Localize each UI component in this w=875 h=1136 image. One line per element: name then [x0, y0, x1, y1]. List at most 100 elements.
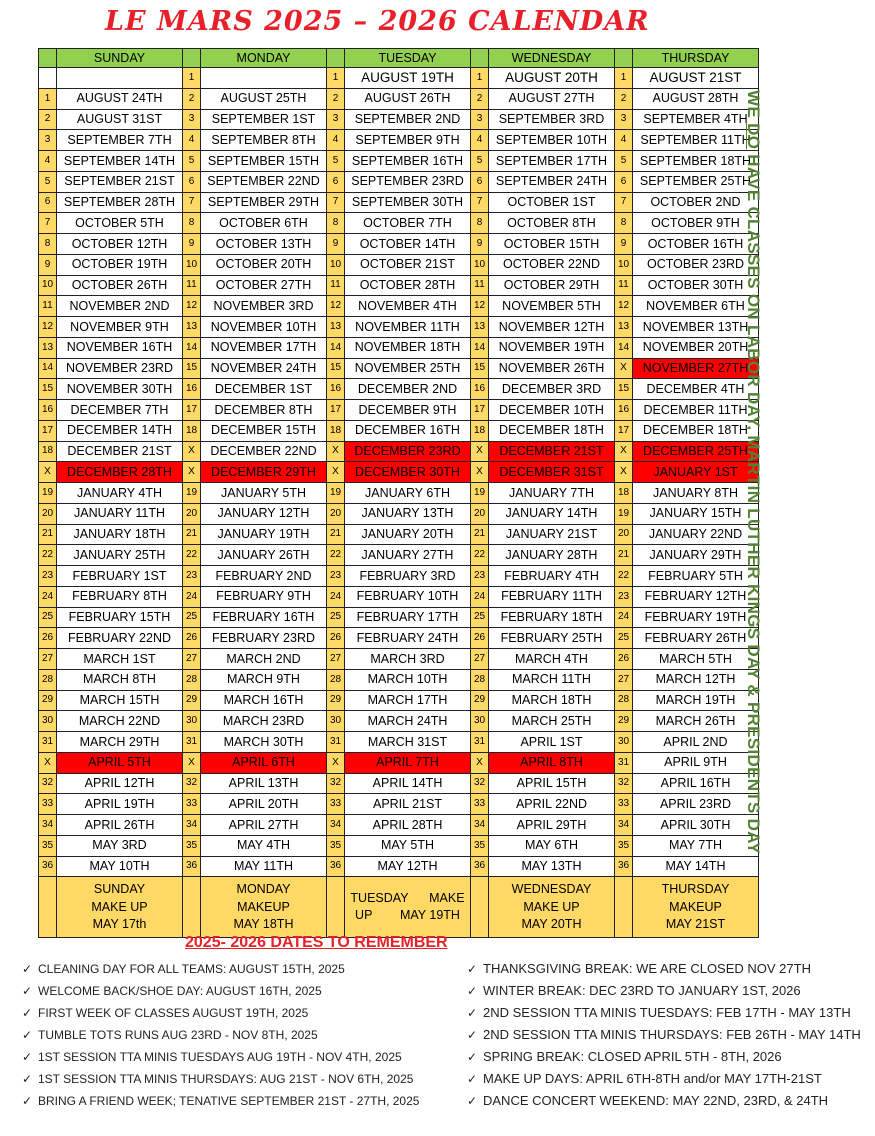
calendar-row: 6 SEPTEMBER 28TH 7 SEPTEMBER 29TH 7 SEPTEMBER… — [38, 191, 759, 214]
session-number: 13 — [326, 316, 345, 338]
session-number: 3 — [38, 129, 57, 151]
day-header-spacer — [614, 48, 633, 68]
date-cell: AUGUST 20TH — [488, 67, 615, 89]
day-header-spacer — [182, 48, 201, 68]
date-cell: OCTOBER 21ST — [344, 253, 471, 276]
reminder-item: ✓ WINTER BREAK: DEC 23RD TO JANUARY 1ST, … — [467, 980, 861, 1002]
session-number: 12 — [38, 316, 57, 338]
session-number: 26 — [38, 627, 57, 649]
session-number: 20 — [38, 502, 57, 525]
date-cell: FEBRUARY 15TH — [56, 606, 183, 629]
calendar-row: 35 MAY 3RD 35 MAY 4TH 35 MAY 5TH 35 MAY 6TH 35 MA… — [38, 834, 759, 857]
calendar-row: 16 DECEMBER 7TH 17 DECEMBER 8TH 17 DECEMBER 9… — [38, 399, 759, 421]
date-cell: DECEMBER 1ST — [200, 378, 327, 400]
session-number: 10 — [614, 253, 633, 276]
session-number: 1 — [470, 67, 489, 89]
date-cell: FEBRUARY 1ST — [56, 565, 183, 587]
day-header-monday: MONDAY — [200, 48, 327, 68]
session-number: 3 — [326, 108, 345, 131]
session-number: 11 — [614, 274, 633, 297]
session-number: 18 — [182, 419, 201, 442]
session-number: 34 — [182, 814, 201, 836]
date-cell: APRIL 12TH — [56, 772, 183, 795]
date-cell: DECEMBER 10TH — [488, 399, 615, 421]
session-number: 27 — [182, 648, 201, 670]
date-cell: SEPTEMBER 23RD — [344, 170, 471, 193]
calendar-row: 7 OCTOBER 5TH 8 OCTOBER 6TH 8 OCTOBER 7TH 8 OCT… — [38, 212, 759, 234]
date-cell: JANUARY 25TH — [56, 544, 183, 566]
date-cell: DECEMBER 16TH — [344, 419, 471, 442]
session-number: 16 — [38, 399, 57, 421]
session-number: 19 — [38, 482, 57, 504]
date-cell: MARCH 10TH — [344, 668, 471, 691]
calendar-row: 22 JANUARY 25TH 22 JANUARY 26TH 22 JANUARY 27… — [38, 544, 759, 566]
side-note-pre: WE — [744, 90, 763, 124]
session-number: 12 — [470, 295, 489, 317]
calendar-row: 11 NOVEMBER 2ND 12 NOVEMBER 3RD 12 NOVEMBER 4… — [38, 295, 759, 317]
date-cell — [56, 67, 183, 89]
date-cell: APRIL 20TH — [200, 793, 327, 815]
session-number: 33 — [470, 793, 489, 815]
calendar-row: 29 MARCH 15TH 29 MARCH 16TH 29 MARCH 17TH 29 MA… — [38, 689, 759, 712]
date-cell: AUGUST 31ST — [56, 108, 183, 131]
day-header-row: SUNDAY MONDAY TUESDAY WEDNESDAY THURSDAY — [38, 48, 759, 68]
session-number: 13 — [470, 316, 489, 338]
session-number: 31 — [614, 751, 633, 774]
check-icon: ✓ — [467, 984, 478, 998]
session-number: X — [38, 461, 57, 483]
reminder-text: SPRING BREAK: CLOSED APRIL 5TH - 8TH, 20… — [483, 1049, 782, 1064]
session-number: 10 — [326, 253, 345, 276]
calendar-row: 1 AUGUST 24TH 2 AUGUST 25TH 2 AUGUST 26TH 2 AUG… — [38, 87, 759, 110]
side-note-do: DO — [744, 123, 763, 150]
session-number: 5 — [614, 150, 633, 172]
date-cell: AUGUST 26TH — [344, 87, 471, 110]
date-cell: JANUARY 28TH — [488, 544, 615, 566]
calendar-row: 26 FEBRUARY 22ND 26 FEBRUARY 23RD 26 FEBRUARY… — [38, 627, 759, 649]
calendar-row: 27 MARCH 1ST 27 MARCH 2ND 27 MARCH 3RD 27 MARCH… — [38, 648, 759, 670]
session-number: 14 — [614, 336, 633, 359]
session-number: 5 — [182, 150, 201, 172]
calendar-row: 8 OCTOBER 12TH 9 OCTOBER 13TH 9 OCTOBER 14TH 9… — [38, 233, 759, 255]
session-number: 27 — [614, 668, 633, 691]
session-number: 15 — [182, 357, 201, 380]
date-cell: FEBRUARY 18TH — [488, 606, 615, 629]
session-number: 6 — [614, 170, 633, 193]
date-cell: NOVEMBER 30TH — [56, 378, 183, 400]
date-cell: SEPTEMBER 18TH — [632, 150, 759, 172]
date-cell: SEPTEMBER 16TH — [344, 150, 471, 172]
date-cell: JANUARY 8TH — [632, 482, 759, 504]
session-number: 18 — [470, 419, 489, 442]
session-number: 18 — [326, 419, 345, 442]
date-cell: OCTOBER 13TH — [200, 233, 327, 255]
makeup-line: WEDNESDAY — [511, 882, 592, 896]
date-cell: JANUARY 13TH — [344, 502, 471, 525]
date-cell: FEBRUARY 19TH — [632, 606, 759, 629]
session-number: 17 — [182, 399, 201, 421]
date-cell: APRIL 29TH — [488, 814, 615, 836]
session-number: X — [182, 751, 201, 774]
date-cell: APRIL 28TH — [344, 814, 471, 836]
date-cell: NOVEMBER 16TH — [56, 336, 183, 359]
session-number: 6 — [326, 170, 345, 193]
date-cell: FEBRUARY 25TH — [488, 627, 615, 649]
calendar-row: 13 NOVEMBER 16TH 14 NOVEMBER 17TH 14 NOVEMBER… — [38, 336, 759, 359]
date-cell: SEPTEMBER 30TH — [344, 191, 471, 214]
session-number: 13 — [38, 336, 57, 359]
date-cell: OCTOBER 9TH — [632, 212, 759, 234]
calendar-row: 1 1 AUGUST 19TH 1 AUGUST 20TH 1 AUGUST 21ST — [38, 67, 759, 89]
date-cell: NOVEMBER 19TH — [488, 336, 615, 359]
session-number: 34 — [326, 814, 345, 836]
date-cell: OCTOBER 12TH — [56, 233, 183, 255]
makeup-line: MAKEUP — [669, 899, 722, 914]
reminder-text: CLEANING DAY FOR ALL TEAMS: AUGUST 15TH,… — [38, 962, 345, 976]
session-number: 35 — [614, 834, 633, 857]
date-cell: DECEMBER 22ND — [200, 440, 327, 463]
check-icon: ✓ — [467, 1072, 478, 1086]
calendar-row: 19 JANUARY 4TH 19 JANUARY 5TH 19 JANUARY 6TH 1… — [38, 482, 759, 504]
calendar-row: 20 JANUARY 11TH 20 JANUARY 12TH 20 JANUARY 13… — [38, 502, 759, 525]
date-cell: MAY 12TH — [344, 855, 471, 878]
session-number: 12 — [182, 295, 201, 317]
session-number: 33 — [38, 793, 57, 815]
date-cell: APRIL 1ST — [488, 731, 615, 753]
session-number: 34 — [470, 814, 489, 836]
